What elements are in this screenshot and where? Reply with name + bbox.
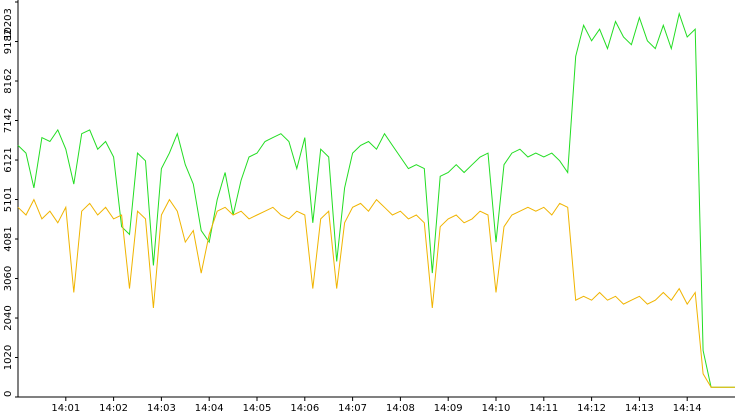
y-tick-label: 5101: [3, 187, 14, 212]
x-tick-label: 14:04: [195, 403, 224, 414]
x-tick-label: 14:08: [386, 403, 415, 414]
x-tick-label: 14:03: [147, 403, 176, 414]
x-tick-label: 14:05: [243, 403, 272, 414]
x-tick-label: 14:13: [625, 403, 654, 414]
y-tick-label: 4081: [3, 226, 14, 251]
x-tick-label: 14:11: [529, 403, 558, 414]
x-tick-label: 14:10: [482, 403, 511, 414]
y-tick-label: 9182: [3, 29, 14, 54]
series-line: [17, 11, 735, 388]
series-line: [17, 198, 735, 388]
x-tick-label: 14:01: [51, 403, 80, 414]
y-tick-label: 2040: [3, 305, 14, 330]
x-tick-label: 14:12: [577, 403, 606, 414]
x-tick-label: 14:07: [338, 403, 367, 414]
x-tick-label: 14:09: [434, 403, 463, 414]
y-tick-label: 1020: [3, 345, 14, 370]
y-tick-label: 10203: [3, 8, 14, 40]
y-tick-label: 3060: [3, 266, 14, 291]
y-tick-label: 7142: [3, 108, 14, 133]
y-tick-label: 8162: [3, 68, 14, 93]
x-tick-label: 14:14: [673, 403, 702, 414]
y-tick-label: 0: [3, 391, 14, 397]
y-tick-label: 6121: [3, 147, 14, 172]
x-tick-label: 14:02: [99, 403, 128, 414]
x-tick-label: 14:06: [290, 403, 319, 414]
